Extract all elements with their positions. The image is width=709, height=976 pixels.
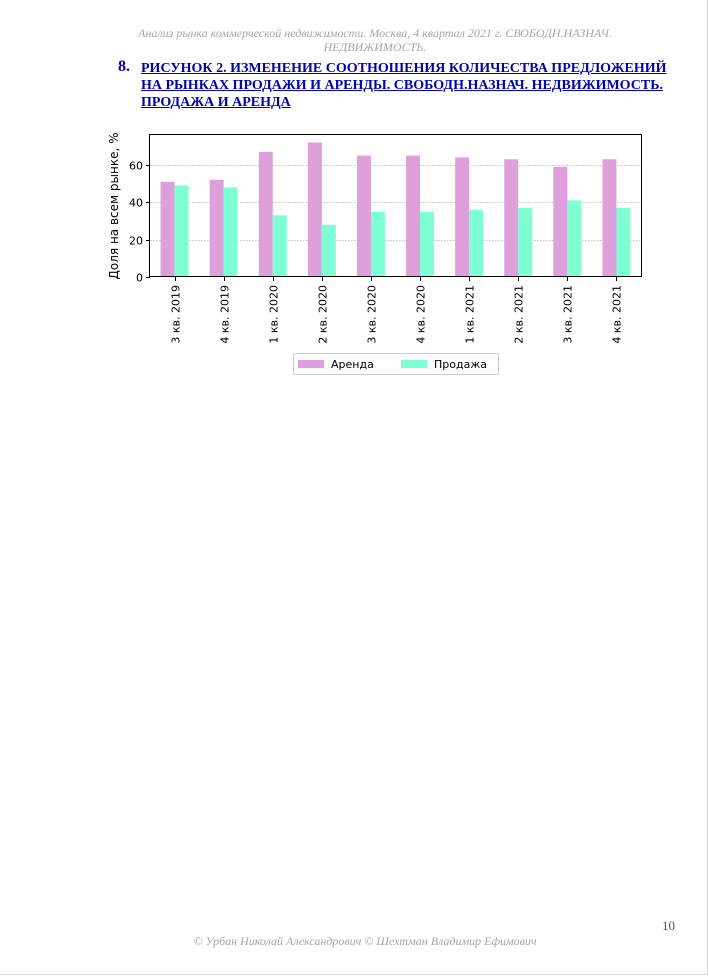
bar-Аренда-3 кв. 2019 bbox=[160, 181, 175, 277]
bar-Аренда-3 кв. 2021 bbox=[553, 166, 568, 277]
x-tick-label: 1 кв. 2020 bbox=[268, 285, 281, 344]
bar-Продажа-1 кв. 2020 bbox=[272, 215, 287, 277]
legend-swatch-Продажа bbox=[401, 360, 427, 368]
x-tick-label: 3 кв. 2019 bbox=[170, 285, 183, 344]
section-number: 8. bbox=[118, 58, 130, 75]
bar-Продажа-4 кв. 2020 bbox=[420, 211, 435, 277]
legend-box bbox=[293, 353, 499, 375]
bar-chart: 0 20 40 60 3 кв. 2019 4 кв. 2019 1 кв. 2020 2 … bbox=[107, 133, 642, 375]
x-tick-label: 1 кв. 2021 bbox=[464, 285, 477, 344]
bar-Продажа-1 кв. 2021 bbox=[469, 209, 484, 277]
x-tick-label: 4 кв. 2019 bbox=[219, 285, 232, 344]
running-header: Анализ рынка коммерческой недвижимости. … bbox=[138, 26, 612, 54]
legend: Аренда Продажа bbox=[293, 353, 499, 375]
plot-frame bbox=[149, 134, 642, 277]
y-tick-label: 0 bbox=[136, 272, 143, 285]
figure-title[interactable]: РИСУНОК 2. ИЗМЕНЕНИЕ СООТНОШЕНИЯ КОЛИЧЕС… bbox=[141, 61, 667, 110]
x-axis: 3 кв. 2019 4 кв. 2019 1 кв. 2020 2 кв. 2020… bbox=[170, 277, 624, 344]
bars bbox=[160, 142, 631, 277]
bar-Аренда-2 кв. 2021 bbox=[504, 159, 519, 277]
bar-Продажа-2 кв. 2021 bbox=[518, 207, 533, 277]
legend-label-Продажа: Продажа bbox=[434, 358, 487, 371]
bar-Продажа-2 кв. 2020 bbox=[321, 224, 336, 277]
y-axis-label: Доля на всем рынке, % bbox=[107, 133, 121, 280]
y-tick-label: 20 bbox=[129, 235, 143, 248]
bar-Продажа-3 кв. 2019 bbox=[174, 185, 189, 277]
y-tick-label: 60 bbox=[129, 160, 143, 173]
x-tick-label: 4 кв. 2020 bbox=[415, 285, 428, 344]
bar-Аренда-4 кв. 2019 bbox=[209, 179, 224, 277]
bar-Аренда-4 кв. 2020 bbox=[406, 155, 421, 277]
footer-copyright: © Урбан Николай Александрович © Шехтман … bbox=[193, 934, 537, 948]
x-tick-label: 3 кв. 2021 bbox=[562, 285, 575, 344]
bar-Продажа-4 кв. 2019 bbox=[223, 187, 238, 277]
bar-Аренда-3 кв. 2020 bbox=[356, 155, 371, 277]
x-tick-label: 2 кв. 2021 bbox=[513, 285, 526, 344]
page-number: 10 bbox=[662, 918, 675, 933]
legend-swatch-Аренда bbox=[298, 360, 324, 368]
y-axis: 0 20 40 60 bbox=[129, 160, 150, 285]
bar-Продажа-3 кв. 2020 bbox=[370, 211, 385, 277]
bar-Аренда-1 кв. 2020 bbox=[258, 151, 273, 277]
bar-Продажа-4 кв. 2021 bbox=[616, 207, 631, 277]
bar-Аренда-1 кв. 2021 bbox=[455, 157, 470, 277]
legend-label-Аренда: Аренда bbox=[331, 358, 374, 371]
bar-Аренда-4 кв. 2021 bbox=[602, 159, 617, 277]
y-tick-label: 40 bbox=[129, 197, 143, 210]
bar-Аренда-2 кв. 2020 bbox=[307, 142, 322, 277]
bar-Продажа-3 кв. 2021 bbox=[567, 200, 582, 277]
x-tick-label: 2 кв. 2020 bbox=[317, 285, 330, 344]
x-tick-label: 4 кв. 2021 bbox=[611, 285, 624, 344]
x-tick-label: 3 кв. 2020 bbox=[366, 285, 379, 344]
